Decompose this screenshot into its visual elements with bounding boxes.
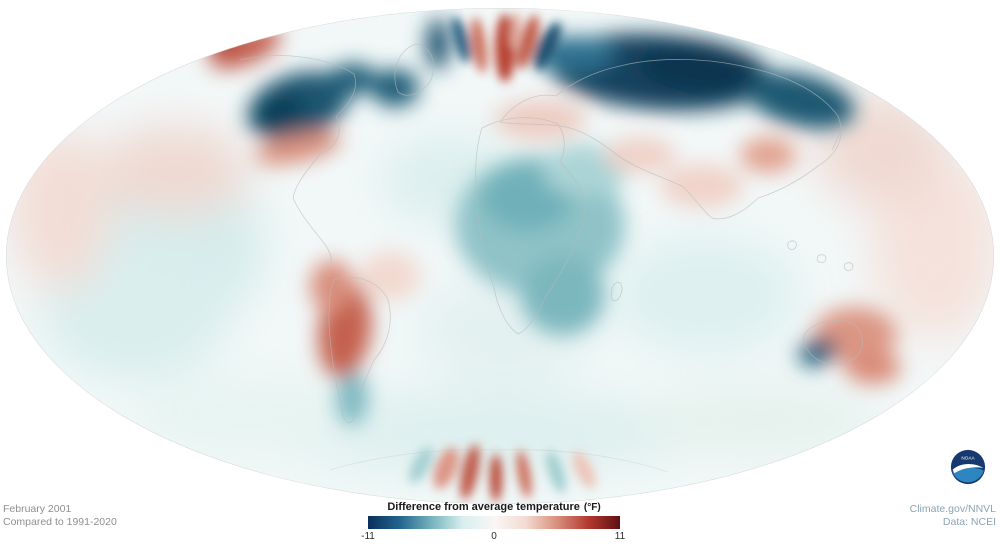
- colorbar-gradient: [368, 516, 620, 529]
- noaa-logo-sea: [952, 467, 984, 483]
- colorbar-mid-label: 0: [491, 531, 497, 542]
- noaa-logo-icon: NOAA: [950, 449, 986, 485]
- map-baseline: Compared to 1991-2020: [3, 516, 117, 528]
- credit-site: Climate.gov/NNVL: [909, 503, 996, 515]
- colorbar-title-row: Difference from average temperature (°F): [368, 501, 620, 513]
- map-date-block: February 2001 Compared to 1991-2020: [3, 503, 117, 529]
- map-date: February 2001: [3, 503, 72, 515]
- polar-streak-layer: [409, 12, 596, 502]
- noaa-logo-seagull: [952, 464, 984, 474]
- noaa-logo-text: NOAA: [961, 455, 975, 460]
- colorbar-title: Difference from average temperature: [387, 501, 580, 513]
- colorbar: Difference from average temperature (°F) …: [361, 501, 625, 544]
- world-anomaly-map: [6, 8, 994, 504]
- credits-block: Climate.gov/NNVL Data: NCEI: [910, 503, 996, 529]
- colorbar-units: (°F): [583, 502, 601, 513]
- credit-data: Data: NCEI: [942, 516, 996, 528]
- colorbar-max-label: 11: [614, 531, 626, 542]
- colorbar-min-label: -11: [361, 531, 375, 542]
- coastline-layer: [239, 43, 863, 473]
- colorbar-ticks: -11 0 11: [361, 531, 625, 544]
